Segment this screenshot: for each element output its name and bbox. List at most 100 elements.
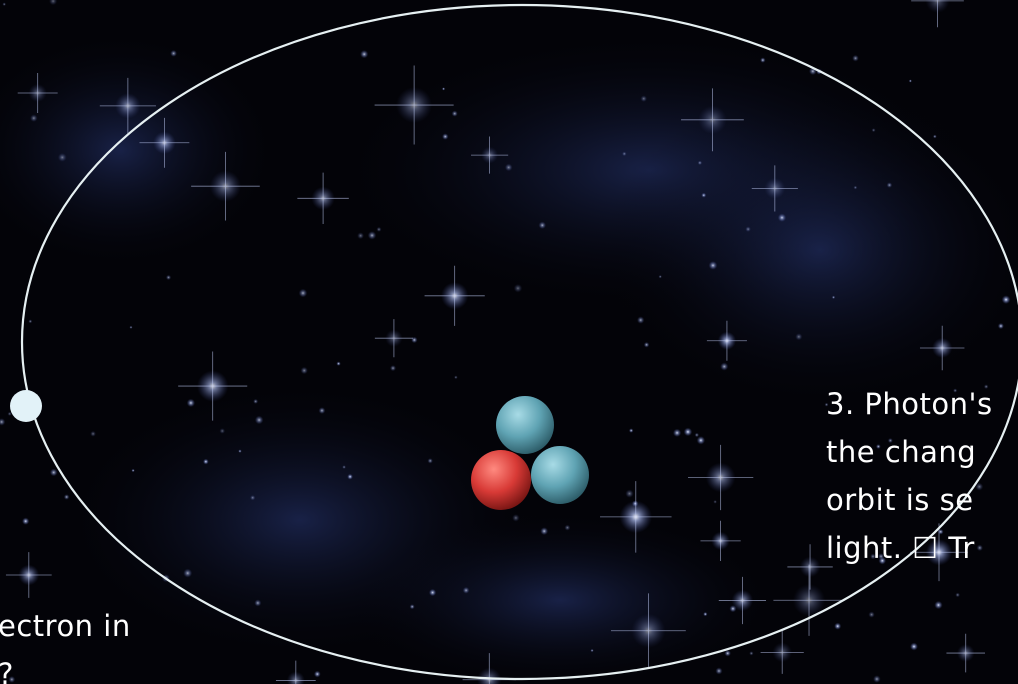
star <box>514 284 522 292</box>
star <box>659 275 662 278</box>
proton <box>471 450 531 510</box>
star <box>977 545 983 551</box>
star <box>166 275 171 280</box>
star <box>852 55 859 62</box>
note-line: ? <box>0 657 14 684</box>
star <box>625 489 633 497</box>
star <box>629 428 633 432</box>
star <box>622 152 627 157</box>
star <box>934 601 942 609</box>
star <box>347 474 353 480</box>
star <box>187 399 195 407</box>
star <box>910 643 918 651</box>
star <box>684 428 693 437</box>
star <box>8 412 12 416</box>
star <box>314 671 321 678</box>
star <box>410 604 415 609</box>
star <box>28 319 32 323</box>
star <box>203 459 209 465</box>
star <box>183 569 192 578</box>
star <box>834 623 841 630</box>
star <box>342 465 346 469</box>
star <box>512 514 520 522</box>
star <box>873 675 881 683</box>
star <box>505 164 513 172</box>
star <box>442 133 448 139</box>
star <box>673 429 681 437</box>
star <box>360 50 368 58</box>
star <box>411 337 417 343</box>
star <box>590 649 593 652</box>
star <box>872 128 876 132</box>
star <box>713 500 717 504</box>
page: 3. Photon's the chang orbit is se light.… <box>0 0 1018 684</box>
star <box>720 362 728 370</box>
star <box>170 50 177 57</box>
star <box>1002 295 1011 304</box>
star <box>22 518 29 525</box>
star <box>255 416 264 425</box>
star <box>376 227 381 232</box>
star <box>357 232 364 239</box>
star <box>428 458 433 463</box>
star <box>129 326 132 329</box>
star <box>250 495 255 500</box>
star <box>64 494 70 500</box>
star <box>30 114 38 122</box>
star <box>729 605 736 612</box>
star <box>254 599 261 606</box>
star <box>644 342 650 348</box>
star <box>299 289 308 298</box>
note-line: the chang <box>826 435 976 469</box>
star <box>832 296 835 299</box>
star <box>749 651 753 655</box>
star <box>564 525 570 531</box>
star <box>454 375 458 379</box>
star <box>429 589 436 596</box>
star <box>909 79 912 82</box>
star <box>90 431 96 437</box>
star <box>238 449 241 452</box>
star <box>640 95 647 102</box>
star <box>319 407 326 414</box>
star <box>2 2 6 6</box>
star <box>463 587 470 594</box>
star <box>715 667 722 674</box>
star <box>540 527 548 535</box>
star <box>854 186 858 190</box>
star <box>637 316 644 323</box>
neutron <box>496 396 554 454</box>
star <box>301 367 308 374</box>
star <box>998 323 1004 329</box>
star <box>50 469 58 477</box>
star <box>933 135 937 139</box>
star <box>539 221 547 229</box>
electron <box>10 390 42 422</box>
star <box>795 333 802 340</box>
star <box>697 436 705 444</box>
star <box>760 57 765 62</box>
star <box>336 361 340 365</box>
note-line: ectron in <box>0 609 131 643</box>
star <box>955 593 960 598</box>
star <box>253 399 258 404</box>
star <box>219 428 225 434</box>
star <box>390 365 396 371</box>
star <box>703 612 707 616</box>
star <box>368 231 377 240</box>
star <box>695 433 699 437</box>
star <box>868 611 874 617</box>
star <box>452 111 458 117</box>
star <box>442 87 445 90</box>
star <box>132 469 135 472</box>
note-line: light. ☐ Tr <box>826 531 975 565</box>
star <box>701 193 706 198</box>
star <box>887 182 893 188</box>
neutron <box>531 446 589 504</box>
star <box>745 226 751 232</box>
atom-scene: 3. Photon's the chang orbit is se light.… <box>0 0 1018 684</box>
star <box>709 261 718 270</box>
star <box>58 153 67 162</box>
note-line: orbit is se <box>826 483 974 517</box>
note-line: 3. Photon's <box>826 387 993 421</box>
